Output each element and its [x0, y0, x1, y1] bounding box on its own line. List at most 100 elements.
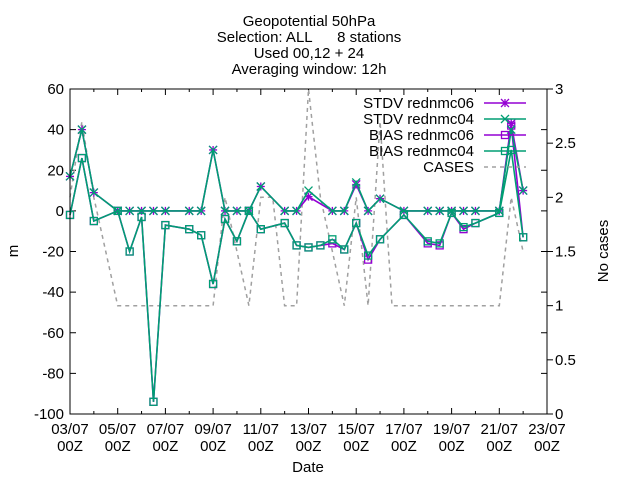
x-tick-label-hour: 00Z	[296, 438, 322, 455]
x-tick-label-date: 15/07	[337, 421, 375, 438]
data-point-box	[399, 210, 409, 220]
x-tick-label-date: 19/07	[433, 421, 471, 438]
y-tick-label: 0	[56, 203, 64, 220]
title-line-3: Used 00,12 + 24	[254, 45, 365, 62]
data-point-box	[304, 243, 313, 252]
data-point-cross	[160, 206, 170, 216]
x-tick-label-date: 13/07	[290, 421, 328, 438]
data-point-cross	[89, 188, 99, 198]
legend-label: BIAS rednmc06	[369, 127, 474, 144]
data-point-box	[77, 153, 87, 163]
x-tick-label-hour: 00Z	[486, 438, 512, 455]
y2-tick-label: 1	[555, 298, 563, 315]
series-line	[69, 129, 524, 213]
legend-label: STDV rednmc04	[363, 111, 474, 128]
data-point-box	[423, 237, 432, 246]
data-point-box	[459, 222, 468, 232]
data-point-cross	[500, 114, 510, 124]
x-tick-label-date: 23/07	[528, 421, 566, 438]
data-point-box	[256, 225, 265, 234]
data-point-star	[500, 98, 510, 108]
x-axis-label: Date	[292, 459, 324, 476]
legend-item: STDV rednmc04	[363, 111, 526, 128]
x-tick-label-hour: 00Z	[248, 438, 274, 455]
y2-tick-label: 0	[555, 406, 563, 423]
y2-tick-label: 2	[555, 189, 563, 206]
data-point-box	[519, 233, 528, 242]
data-point-cross	[459, 206, 468, 216]
data-point-cross	[423, 206, 433, 216]
x-tick-label-date: 05/07	[99, 421, 137, 438]
series-line	[69, 88, 524, 307]
legend-label: BIAS rednmc04	[369, 143, 474, 160]
y-tick-label: -100	[34, 406, 64, 423]
title-line-2: Selection: ALL 8 stations	[217, 29, 402, 46]
legend-label: STDV rednmc06	[363, 95, 474, 112]
x-tick-label-hour: 00Z	[57, 438, 83, 455]
data-point-box	[161, 220, 170, 230]
x-tick-label-date: 09/07	[194, 421, 232, 438]
data-point-box	[185, 225, 194, 234]
data-point-box	[340, 245, 349, 254]
data-point-cross	[77, 125, 87, 135]
data-point-cross	[184, 206, 194, 216]
data-point-cross	[435, 206, 445, 216]
y-tick-label: -20	[42, 244, 64, 261]
data-point-box	[125, 247, 134, 256]
data-point-cross	[518, 186, 528, 196]
data-point-box	[363, 251, 373, 260]
y2-tick-label: 2.5	[555, 135, 576, 152]
data-point-cross	[292, 206, 302, 216]
data-point-cross	[447, 206, 457, 216]
x-tick-label-hour: 00Z	[200, 438, 226, 455]
y-tick-label: 40	[47, 122, 64, 139]
y-tick-label: 20	[47, 162, 64, 179]
series-line	[69, 149, 524, 402]
data-point-box	[500, 130, 510, 140]
y2-tick-label: 1.5	[555, 244, 576, 261]
data-point-box	[149, 397, 158, 406]
legend-item: STDV rednmc06	[363, 95, 526, 112]
data-point-box	[137, 212, 146, 222]
legend-item: BIAS rednmc06	[369, 127, 526, 144]
x-tick-label-date: 03/07	[51, 421, 89, 438]
y2-tick-label: 0.5	[555, 352, 576, 369]
x-tick-label-hour: 00Z	[343, 438, 369, 455]
data-point-cross	[125, 206, 135, 216]
y2-axis-label: No cases	[595, 220, 612, 283]
data-point-box	[328, 235, 337, 244]
data-point-cross	[304, 186, 313, 196]
y-tick-label: -60	[42, 325, 64, 342]
series-layer	[65, 88, 528, 406]
legend-item: BIAS rednmc04	[369, 143, 526, 160]
data-point-cross	[280, 206, 290, 216]
data-point-box	[375, 235, 385, 244]
y2-tick-label: 3	[555, 81, 563, 98]
chart-title: Geopotential 50hPa Selection: ALL 8 stat…	[217, 13, 402, 78]
legend-item: CASES	[423, 159, 526, 176]
x-tick-label-hour: 00Z	[439, 438, 465, 455]
data-point-box	[435, 239, 444, 248]
y-tick-label: -40	[42, 284, 64, 301]
data-point-box	[352, 218, 361, 228]
data-point-box	[495, 208, 504, 218]
title-line-4: Averaging window: 12h	[232, 61, 387, 78]
x-tick-label-date: 07/07	[147, 421, 185, 438]
data-point-cross	[375, 194, 385, 204]
x-tick-label-hour: 00Z	[152, 438, 178, 455]
data-point-cross	[470, 206, 480, 216]
data-point-star	[304, 192, 313, 202]
data-point-box	[89, 216, 98, 226]
data-point-cross	[149, 206, 158, 216]
data-point-box	[447, 208, 456, 218]
axes: 60 40 20 0 -20 -40 -60 -80 -100 3 2.5 2 1.5 1 0.5 0 03/0…	[34, 81, 576, 455]
plot-frame	[69, 88, 548, 415]
data-point-box	[113, 206, 122, 216]
data-point-cross	[363, 206, 373, 216]
data-point-box	[197, 231, 206, 240]
x-tick-label-hour: 00Z	[105, 438, 131, 455]
series-cases	[69, 88, 524, 307]
data-point-cross	[232, 206, 242, 216]
